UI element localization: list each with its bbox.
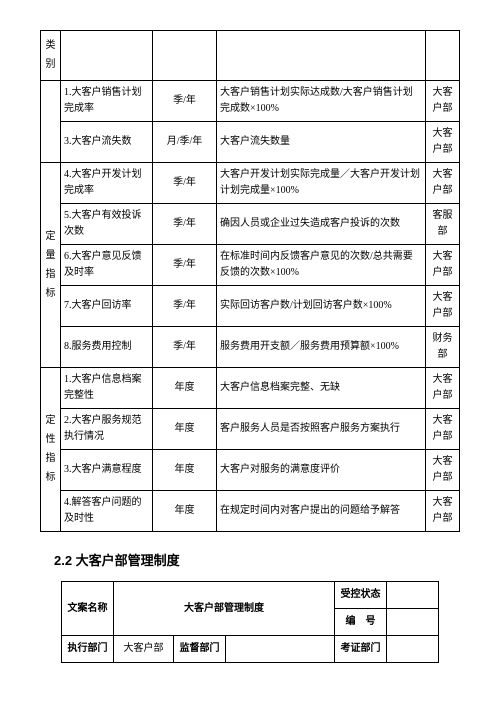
indicator-name: 1.大客户销售计划完成率	[61, 81, 153, 122]
indicator-formula: 确因人员或企业过失造成客户投诉的次数	[217, 204, 426, 245]
indicator-formula: 大客户开发计划实际完成量／大客户开发计划计划完成量×100%	[217, 163, 426, 204]
table-row: 1.大客户销售计划完成率 季/年 大客户销售计划实际达成数/大客户销售计划完成数…	[41, 81, 460, 122]
indicator-name: 7.大客户回访率	[61, 286, 153, 327]
indicator-name: 3.大客户满意程度	[61, 450, 153, 491]
indicator-dept: 大客户部	[426, 122, 460, 163]
exec-dept-label: 执行部门	[62, 636, 114, 663]
supervise-dept-label: 监督部门	[174, 636, 226, 663]
indicator-dept: 大客户部	[426, 491, 460, 532]
verify-dept-label: 考证部门	[335, 636, 387, 663]
indicator-dept: 大客户部	[426, 286, 460, 327]
blank	[41, 81, 61, 163]
indicator-formula: 大客户信息档案完整、无缺	[217, 368, 426, 409]
indicator-dept: 大客户部	[426, 163, 460, 204]
indicator-freq: 年度	[153, 409, 217, 450]
table-row: 3.大客户满意程度 年度 大客户对服务的满意度评价 大客户部	[41, 450, 460, 491]
indicator-name: 2.大客户服务规范执行情况	[61, 409, 153, 450]
section-title: 2.2 大客户部管理制度	[54, 550, 460, 569]
indicator-freq: 年度	[153, 450, 217, 491]
indicator-name: 6.大客户意见反馈及时率	[61, 245, 153, 286]
indicator-freq: 年度	[153, 368, 217, 409]
indicator-name: 5.大客户有效投诉次数	[61, 204, 153, 245]
verify-dept-value	[387, 636, 439, 663]
col-header-category: 类别	[41, 31, 61, 81]
indicator-name: 3.大客户流失数	[61, 122, 153, 163]
table-row: 5.大客户有效投诉次数 季/年 确因人员或企业过失造成客户投诉的次数 客服部	[41, 204, 460, 245]
indicator-freq: 年度	[153, 491, 217, 532]
indicator-freq: 月/季/年	[153, 122, 217, 163]
indicator-dept: 大客户部	[426, 368, 460, 409]
status-label: 受控状态	[335, 582, 387, 609]
table-row: 文案名称 大客户部管理制度 受控状态	[62, 582, 439, 609]
indicator-formula: 客户服务人员是否按照客户服务方案执行	[217, 409, 426, 450]
exec-dept-value: 大客户部	[114, 636, 174, 663]
table-row: 定 性 指 标 1.大客户信息档案完整性 年度 大客户信息档案完整、无缺 大客户…	[41, 368, 460, 409]
indicator-dept: 大客户部	[426, 81, 460, 122]
indicator-formula: 实际回访客户数/计划回访客户数×100%	[217, 286, 426, 327]
table-row: 定 量 指 标 4.大客户开发计划完成率 季/年 大客户开发计划实际完成量／大客…	[41, 163, 460, 204]
indicator-formula: 大客户流失数量	[217, 122, 426, 163]
indicator-dept: 大客户部	[426, 409, 460, 450]
table-row: 3.大客户流失数 月/季/年 大客户流失数量 大客户部	[41, 122, 460, 163]
indicator-dept: 大客户部	[426, 245, 460, 286]
indicator-formula: 在标准时间内反馈客户意见的次数/总共需要反馈的次数×100%	[217, 245, 426, 286]
code-value	[387, 609, 439, 636]
supervise-dept-value	[226, 636, 335, 663]
indicator-freq: 季/年	[153, 163, 217, 204]
doc-name-value: 大客户部管理制度	[114, 582, 335, 636]
indicator-formula: 大客户销售计划实际达成数/大客户销售计划完成数×100%	[217, 81, 426, 122]
indicator-name: 4.大客户开发计划完成率	[61, 163, 153, 204]
indicator-dept: 大客户部	[426, 450, 460, 491]
indicator-name: 1.大客户信息档案完整性	[61, 368, 153, 409]
indicator-formula: 服务费用开支额／服务费用预算额×100%	[217, 327, 426, 368]
indicator-dept: 客服部	[426, 204, 460, 245]
indicator-freq: 季/年	[153, 245, 217, 286]
indicator-freq: 季/年	[153, 204, 217, 245]
blank	[426, 31, 460, 81]
indicator-formula: 大客户对服务的满意度评价	[217, 450, 426, 491]
indicator-freq: 季/年	[153, 286, 217, 327]
table-row: 执行部门 大客户部 监督部门 考证部门	[62, 636, 439, 663]
table-row: 4.解答客户问题的及时性 年度 在规定时间内对客户提出的问题给予解答 大客户部	[41, 491, 460, 532]
table-row: 6.大客户意见反馈及时率 季/年 在标准时间内反馈客户意见的次数/总共需要反馈的…	[41, 245, 460, 286]
indicator-name: 8.服务费用控制	[61, 327, 153, 368]
blank	[153, 31, 217, 81]
indicator-formula: 在规定时间内对客户提出的问题给予解答	[217, 491, 426, 532]
group-label-quantitative: 定 量 指 标	[41, 163, 61, 368]
doc-name-label: 文案名称	[62, 582, 114, 636]
indicator-dept: 财务部	[426, 327, 460, 368]
table-row: 8.服务费用控制 季/年 服务费用开支额／服务费用预算额×100% 财务部	[41, 327, 460, 368]
blank	[217, 31, 426, 81]
table-row: 2.大客户服务规范执行情况 年度 客户服务人员是否按照客户服务方案执行 大客户部	[41, 409, 460, 450]
indicator-name: 4.解答客户问题的及时性	[61, 491, 153, 532]
indicator-table: 类别 1.大客户销售计划完成率 季/年 大客户销售计划实际达成数/大客户销售计划…	[40, 30, 460, 532]
status-value	[387, 582, 439, 609]
indicator-freq: 季/年	[153, 81, 217, 122]
group-label-qualitative: 定 性 指 标	[41, 368, 61, 532]
meta-table: 文案名称 大客户部管理制度 受控状态 编 号 执行部门 大客户部 监督部门 考证…	[61, 581, 439, 663]
blank	[61, 31, 153, 81]
indicator-freq: 季/年	[153, 327, 217, 368]
code-label: 编 号	[335, 609, 387, 636]
table-row: 7.大客户回访率 季/年 实际回访客户数/计划回访客户数×100% 大客户部	[41, 286, 460, 327]
header-row: 类别	[41, 31, 460, 81]
